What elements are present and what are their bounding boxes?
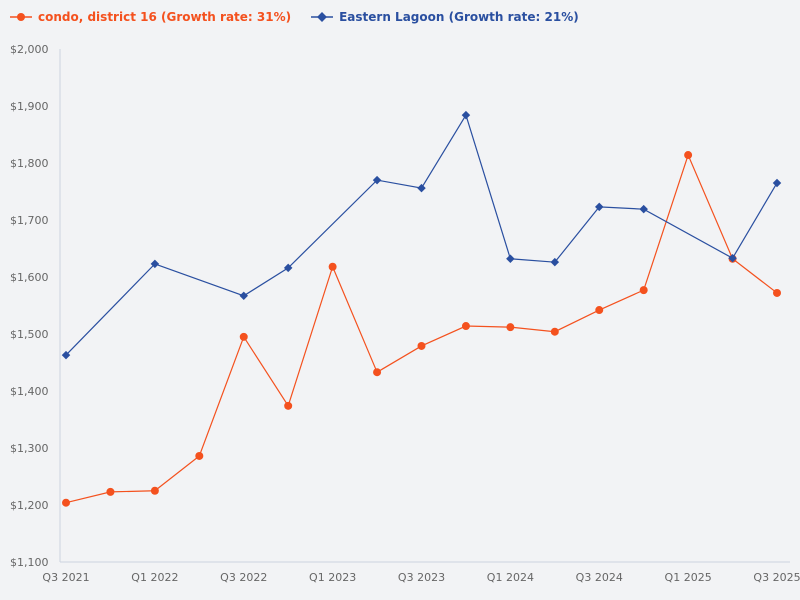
- data-point[interactable]: [595, 306, 604, 315]
- x-tick-label: Q1 2025: [665, 571, 712, 584]
- y-tick-label: $2,000: [10, 43, 49, 56]
- data-point[interactable]: [461, 322, 470, 331]
- data-point[interactable]: [772, 178, 782, 188]
- legend: condo, district 16 (Growth rate: 31%) Ea…: [10, 10, 579, 24]
- legend-label: condo, district 16 (Growth rate: 31%): [38, 10, 292, 24]
- data-point[interactable]: [283, 263, 293, 273]
- y-tick-label: $1,300: [10, 442, 49, 455]
- data-point[interactable]: [639, 286, 648, 295]
- data-point[interactable]: [461, 110, 471, 120]
- data-point[interactable]: [239, 332, 248, 341]
- data-point[interactable]: [328, 262, 337, 271]
- legend-item-condo[interactable]: condo, district 16 (Growth rate: 31%): [10, 10, 291, 24]
- x-tick-label: Q1 2022: [131, 571, 178, 584]
- legend-label: Eastern Lagoon (Growth rate: 21%): [339, 10, 579, 24]
- data-point[interactable]: [506, 323, 515, 332]
- data-point[interactable]: [550, 257, 560, 267]
- data-point[interactable]: [150, 259, 160, 269]
- data-point[interactable]: [62, 498, 70, 507]
- y-tick-label: $1,700: [10, 214, 49, 227]
- legend-diamond-marker-icon: [311, 12, 334, 22]
- data-point[interactable]: [417, 183, 426, 193]
- data-point[interactable]: [106, 487, 115, 496]
- data-point[interactable]: [195, 451, 204, 460]
- data-point[interactable]: [417, 341, 426, 350]
- y-tick-label: $1,100: [10, 556, 49, 569]
- y-tick-label: $1,400: [10, 385, 49, 398]
- x-tick-label: Q3 2024: [576, 571, 623, 584]
- legend-item-eastern-lagoon[interactable]: Eastern Lagoon (Growth rate: 21%): [311, 10, 579, 24]
- data-point[interactable]: [239, 291, 248, 301]
- data-point[interactable]: [372, 175, 382, 185]
- x-tick-label: Q3 2023: [398, 571, 445, 584]
- data-point[interactable]: [550, 327, 559, 336]
- data-point[interactable]: [61, 350, 71, 360]
- data-point[interactable]: [150, 486, 159, 495]
- x-tick-label: Q3 2022: [220, 571, 267, 584]
- x-tick-label: Q1 2024: [487, 571, 534, 584]
- data-point[interactable]: [506, 254, 515, 264]
- data-point[interactable]: [684, 151, 693, 160]
- data-point[interactable]: [373, 368, 382, 377]
- legend-circle-marker-icon: [10, 13, 32, 21]
- y-tick-label: $1,200: [10, 499, 49, 512]
- y-tick-label: $1,500: [10, 328, 49, 341]
- series-line-0: [65, 153, 778, 504]
- data-point[interactable]: [639, 204, 648, 214]
- data-point[interactable]: [284, 401, 293, 410]
- y-tick-label: $1,800: [10, 157, 49, 170]
- series-line-1: [65, 113, 778, 356]
- y-tick-label: $1,600: [10, 271, 49, 284]
- y-tick-label: $1,900: [10, 100, 49, 113]
- x-tick-label: Q3 2025: [753, 571, 800, 584]
- x-tick-label: Q3 2021: [42, 571, 89, 584]
- data-point[interactable]: [773, 288, 781, 297]
- data-point[interactable]: [728, 253, 737, 263]
- x-tick-label: Q1 2023: [309, 571, 356, 584]
